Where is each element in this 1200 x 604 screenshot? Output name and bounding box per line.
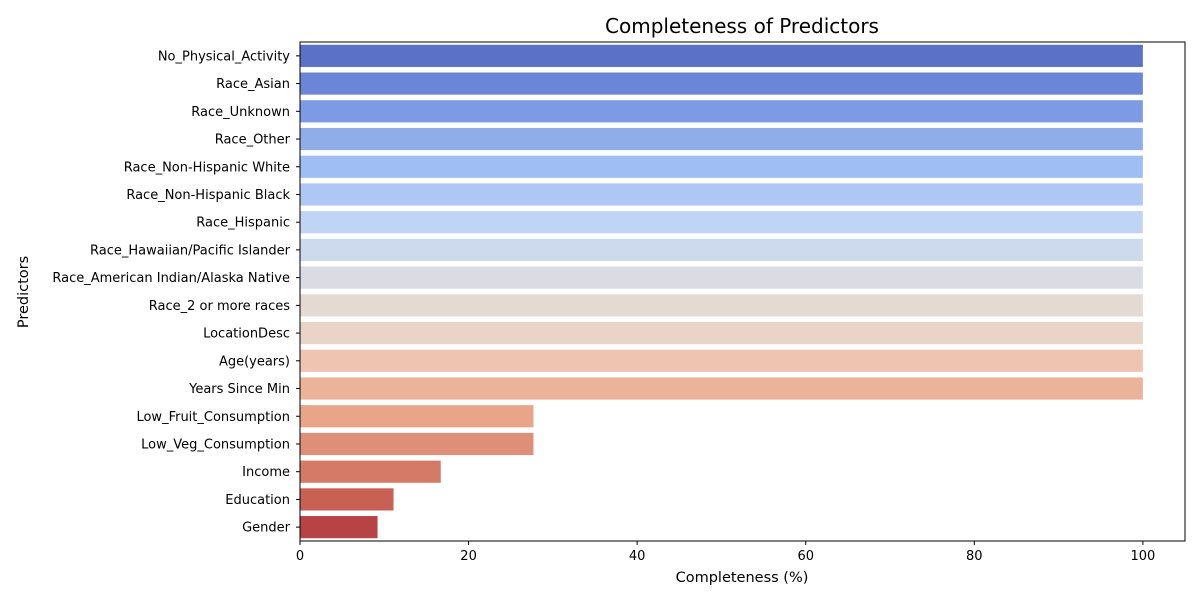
bar [300, 488, 394, 511]
x-tick-label: 20 [460, 549, 477, 564]
bar [300, 183, 1143, 206]
bar [300, 127, 1143, 151]
x-tick-label: 0 [296, 549, 304, 564]
x-tick-label: 80 [966, 549, 983, 564]
bar [300, 405, 534, 428]
bar [300, 100, 1143, 123]
bar [300, 72, 1143, 95]
bar [300, 460, 441, 483]
bar [300, 377, 1143, 400]
y-tick-label: Age(years) [219, 354, 290, 369]
y-tick-label: No_Physical_Activity [158, 49, 290, 64]
bar [300, 432, 534, 456]
x-tick-label: 100 [1130, 549, 1155, 564]
y-tick-label: Income [242, 465, 290, 480]
y-tick-label: Race_Non-Hispanic Black [126, 188, 290, 203]
bar [300, 44, 1143, 67]
plot-frame [299, 41, 1186, 542]
y-tick-label: Education [225, 493, 290, 508]
y-tick-label: Race_Asian [216, 77, 290, 92]
bar [300, 321, 1143, 345]
y-tick-label: Race_Hispanic [196, 216, 290, 231]
y-tick-label: LocationDesc [203, 327, 290, 342]
x-axis-label: Completeness (%) [676, 570, 809, 586]
bar [300, 211, 1143, 234]
bar [300, 516, 378, 539]
y-axis-ticks: No_Physical_Activity Race_Asian Race_Unkno… [52, 49, 300, 536]
y-tick-label: Race_Other [215, 133, 291, 148]
bar [300, 238, 1143, 262]
y-tick-label: Low_Fruit_Consumption [136, 410, 290, 425]
y-tick-label: Gender [242, 521, 291, 536]
x-axis-ticks: 0 20 40 60 80 100 [296, 541, 1155, 564]
y-tick-label: Years Since Min [188, 382, 290, 397]
y-tick-label: Low_Veg_Consumption [141, 437, 290, 452]
x-tick-label: 60 [797, 549, 814, 564]
y-tick-label: Race_Hawaiian/Pacific Islander [90, 243, 291, 258]
bar [300, 349, 1143, 372]
y-tick-label: Race_American Indian/Alaska Native [52, 271, 290, 286]
bar [300, 294, 1143, 317]
chart-title: Completeness of Predictors [605, 14, 879, 38]
y-tick-label: Race_Unknown [191, 105, 290, 120]
bars-group [300, 44, 1143, 539]
y-tick-label: Race_2 or more races [149, 299, 290, 314]
y-tick-label: Race_Non-Hispanic White [124, 160, 290, 175]
bar [300, 155, 1143, 178]
y-axis-label: Predictors [16, 256, 32, 328]
axes-frame [299, 41, 1186, 542]
bar [300, 266, 1143, 289]
x-tick-label: 40 [629, 549, 646, 564]
